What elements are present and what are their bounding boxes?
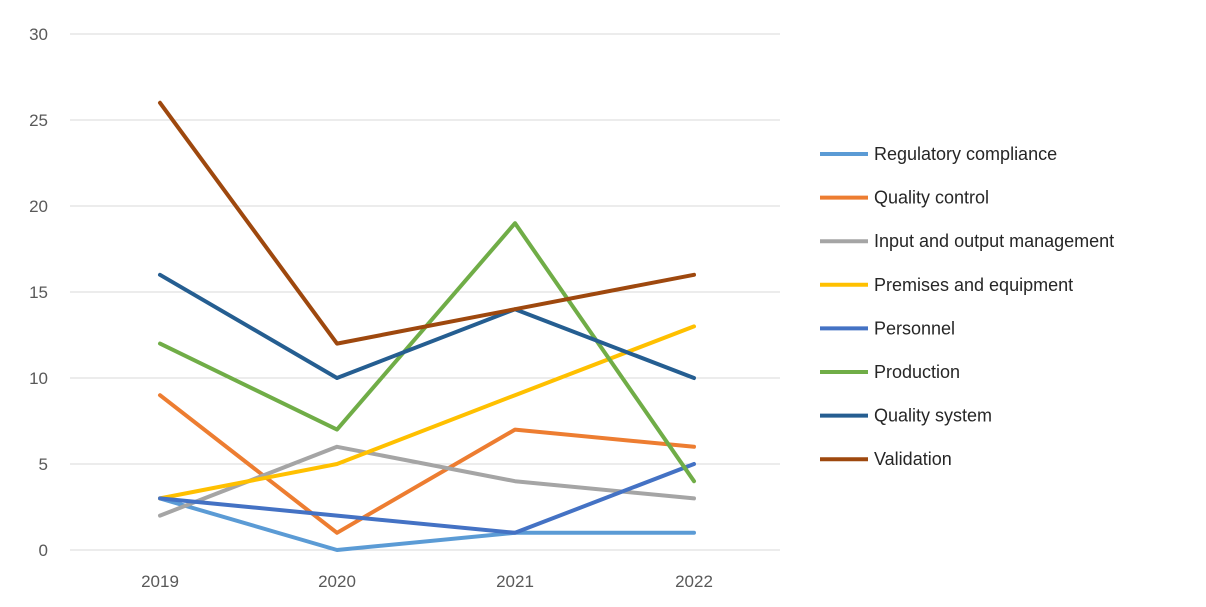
series-line-regulatory-compliance [158,496,696,552]
series-line-quality-system [158,272,696,380]
legend-label-production: Production [874,362,960,382]
y-tick-label-0: 0 [39,541,48,560]
series-line-validation [158,100,696,346]
x-tick-label-2022: 2022 [675,572,713,591]
series-line-production [158,221,696,484]
x-tick-label-2019: 2019 [141,572,179,591]
legend-label-regulatory-compliance: Regulatory compliance [874,144,1057,164]
y-axis-tick-labels: 0 5 10 15 20 25 30 [29,25,48,560]
legend-item-quality-system: Quality system [820,406,992,426]
x-tick-label-2021: 2021 [496,572,534,591]
y-tick-label-30: 30 [29,25,48,44]
y-tick-label-20: 20 [29,197,48,216]
y-tick-label-5: 5 [39,455,48,474]
legend-label-quality-system: Quality system [874,406,992,426]
legend-label-input-and-output-management: Input and output management [874,231,1114,251]
legend-item-quality-control: Quality control [820,188,989,208]
series-line-quality-control [158,393,696,535]
legend-label-validation: Validation [874,449,952,469]
legend-item-production: Production [820,362,960,382]
x-axis-tick-labels: 2019 2020 2021 2022 [141,572,713,591]
x-tick-label-2020: 2020 [318,572,356,591]
legend-label-personnel: Personnel [874,318,955,338]
y-tick-label-25: 25 [29,111,48,130]
series-lines [158,100,696,552]
series-line-premises-and-equipment [158,324,696,501]
legend-item-input-and-output-management: Input and output management [820,231,1114,251]
y-tick-label-10: 10 [29,369,48,388]
legend-label-premises-and-equipment: Premises and equipment [874,275,1073,295]
legend-item-validation: Validation [820,449,952,469]
legend: Regulatory compliance Quality control Inpu… [820,144,1114,469]
y-tick-label-15: 15 [29,283,48,302]
series-line-personnel [158,462,696,535]
legend-label-quality-control: Quality control [874,188,989,208]
legend-item-personnel: Personnel [820,318,955,338]
legend-item-premises-and-equipment: Premises and equipment [820,275,1073,295]
legend-item-regulatory-compliance: Regulatory compliance [820,144,1057,164]
